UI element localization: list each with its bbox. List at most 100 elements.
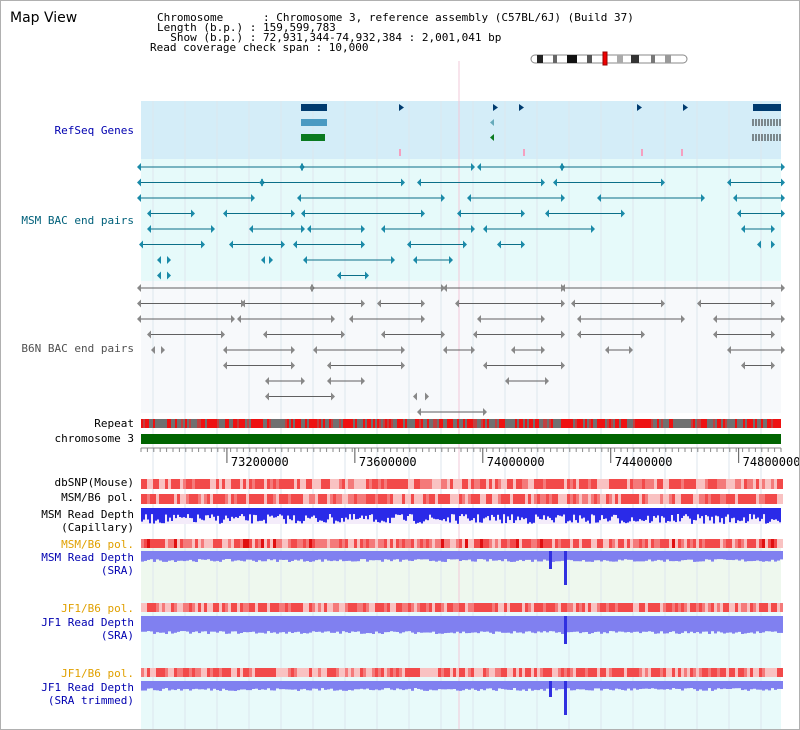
msm-depth-cap-bar <box>159 508 161 523</box>
msm-bac-end <box>701 194 705 202</box>
jf1-b6-pol-cell <box>243 603 246 612</box>
repeat-segment <box>515 419 517 428</box>
jf1-depth-trim-bar <box>180 681 183 691</box>
jf1-b6-pol-cell <box>774 603 777 612</box>
jf1-depth-trim-bar <box>363 681 366 690</box>
dbsnp-cell <box>651 479 654 489</box>
jf1-b6-pol-cell <box>714 668 717 677</box>
jf1-depth-sra-bar <box>483 616 486 632</box>
dbsnp-cell <box>780 479 783 489</box>
jf1-b6-pol-cell <box>246 668 249 677</box>
repeat-segment <box>149 419 151 428</box>
msm-depth-cap-bar <box>723 508 725 524</box>
dbsnp-cell <box>708 479 711 489</box>
jf1-b6-pol-cell <box>168 668 171 677</box>
msm-b6-pol-cell <box>753 539 756 548</box>
repeat-segment <box>171 419 173 428</box>
jf1-depth-trim-bar <box>321 681 324 689</box>
msm-depth-sra-bar <box>714 551 717 560</box>
msm-depth-cap-bar <box>339 508 341 523</box>
msm-b6-pol-cell <box>168 539 171 548</box>
jf1-b6-pol-cell <box>189 668 192 677</box>
jf1-b6-pol-cell <box>153 668 156 677</box>
track-label-b6n-bac[interactable]: B6N BAC end pairs <box>21 342 134 355</box>
jf1-depth-trim-bar <box>267 681 270 689</box>
msm-b6-pol-cell <box>516 494 519 504</box>
repeat-segment <box>427 419 429 428</box>
dbsnp-cell <box>165 479 168 489</box>
dbsnp-cell <box>423 479 426 489</box>
msm-depth-sra-bar <box>393 551 396 560</box>
msm-depth-sra-bar <box>777 551 780 561</box>
msm-b6-pol-cell <box>459 494 462 504</box>
dbsnp-cell <box>576 479 579 489</box>
repeat-segment <box>731 419 733 428</box>
msm-bac-end <box>727 178 731 187</box>
jf1-depth-sra-bar <box>342 616 345 632</box>
dbsnp-cell <box>435 479 438 489</box>
jf1-b6-pol-cell <box>456 603 459 612</box>
repeat-segment <box>455 419 457 428</box>
jf1-b6-pol-cell <box>312 668 315 677</box>
dbsnp-cell <box>420 479 423 489</box>
jf1-b6-pol-cell <box>171 603 174 612</box>
msm-b6-pol-cell <box>627 539 630 548</box>
msm-b6-pol-cell <box>747 539 750 548</box>
jf1-b6-pol-cell <box>537 603 540 612</box>
msm-depth-cap-bar <box>479 508 481 523</box>
msm-depth-cap-bar <box>769 508 771 522</box>
msm-depth-cap-bar <box>553 508 555 523</box>
dbsnp-cell <box>438 479 441 489</box>
msm-bac-end <box>521 240 525 249</box>
track-label-msm-bac[interactable]: MSM BAC end pairs <box>21 214 134 227</box>
msm-depth-cap-bar <box>687 508 689 517</box>
b6n-bac-end <box>147 330 151 339</box>
msm-depth-cap-bar <box>449 508 451 523</box>
jf1-depth-trim-bar <box>282 681 285 690</box>
repeat-segment <box>187 419 189 428</box>
msm-depth-sra-bar <box>684 551 687 561</box>
msm-b6-pol-cell <box>321 539 324 548</box>
jf1-b6-pol-cell <box>309 668 312 677</box>
dbsnp-cell <box>741 479 744 489</box>
msm-depth-sra-bar <box>441 551 444 562</box>
msm-depth-sra-bar <box>375 551 378 561</box>
jf1-b6-pol-cell <box>657 603 660 612</box>
msm-depth-sra-bar <box>330 551 333 562</box>
jf1-b6-pol-cell <box>768 668 771 677</box>
msm-depth-cap-bar <box>509 508 511 521</box>
msm-depth-cap-bar <box>651 508 653 522</box>
msm-b6-pol-cell <box>528 539 531 548</box>
jf1-b6-pol-cell <box>411 668 414 677</box>
jf1-depth-trim-bar <box>405 681 408 690</box>
dbsnp-cell <box>432 479 435 489</box>
b6n-bac-end <box>561 330 565 339</box>
b6n-bac-end <box>441 330 445 339</box>
msm-b6-pol-cell <box>450 539 453 548</box>
jf1-b6-pol-cell <box>438 603 441 612</box>
msm-b6-pol-cell <box>606 494 609 504</box>
msm-depth-cap-bar <box>343 508 345 522</box>
dbsnp-cell <box>342 479 345 489</box>
msm-depth-cap-bar <box>597 508 599 523</box>
jf1-b6-pol-cell <box>477 603 480 612</box>
jf1-depth-trim-bar <box>681 681 684 691</box>
msm-depth-sra-bar <box>648 551 651 560</box>
repeat-segment <box>163 419 165 428</box>
jf1-b6-pol-cell <box>714 603 717 612</box>
jf1-b6-pol-cell <box>306 668 309 677</box>
track-label-refseq[interactable]: RefSeq Genes <box>54 124 134 137</box>
msm-bac-end <box>597 194 601 202</box>
jf1-b6-pol-cell <box>342 668 345 677</box>
msm-depth-cap-bar <box>591 508 593 515</box>
msm-b6-pol-cell <box>636 539 639 548</box>
msm-depth-cap-bar <box>333 508 335 524</box>
msm-bac-end <box>223 209 227 218</box>
msm-b6-pol-cell <box>378 494 381 504</box>
msm-b6-pol-cell <box>771 539 774 548</box>
repeat-segment <box>583 419 585 428</box>
jf1-depth-trim-bar <box>738 681 741 689</box>
jf1-b6-pol-cell <box>693 603 696 612</box>
